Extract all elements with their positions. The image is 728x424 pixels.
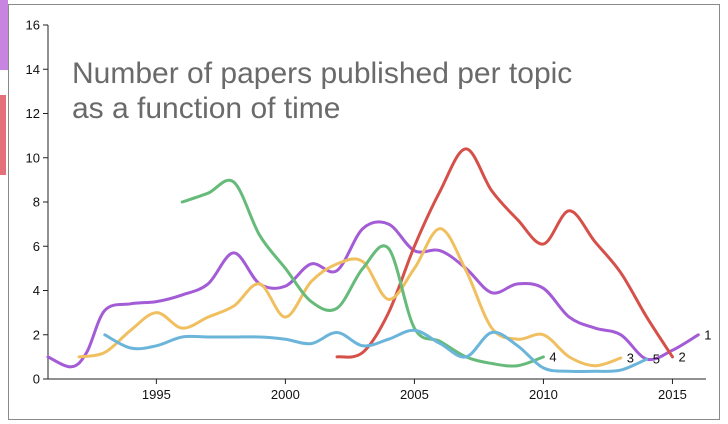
y-tick-label: 0	[33, 372, 40, 387]
series-label-2: 2	[679, 349, 686, 364]
series-label-5: 5	[653, 352, 660, 367]
y-tick-label: 4	[33, 283, 40, 298]
series-end-labels: 1 2 3 4 5	[549, 327, 711, 366]
x-axis: 1995 2000 2005 2010 2015	[48, 378, 706, 402]
decor-strip-top	[0, 0, 8, 70]
series-line-2	[335, 147, 674, 359]
y-tick-label: 16	[26, 18, 40, 33]
x-tick-label: 1995	[142, 387, 171, 402]
x-tick-label: 2010	[529, 387, 558, 402]
y-tick-label: 14	[26, 62, 40, 77]
series-label-4: 4	[549, 349, 556, 364]
y-tick-label: 10	[26, 150, 40, 165]
y-tick-label: 12	[26, 106, 40, 121]
y-tick-label: 6	[33, 239, 40, 254]
series-layer	[46, 147, 700, 374]
decor-strip-middle	[0, 95, 6, 175]
series-line-1	[46, 220, 700, 369]
series-label-3: 3	[627, 351, 634, 366]
y-tick-label: 2	[33, 327, 40, 342]
series-line-3	[77, 227, 623, 368]
series-line-4	[180, 178, 545, 368]
y-tick-label: 8	[33, 195, 40, 210]
series-label-1: 1	[704, 327, 711, 342]
x-tick-label: 2015	[658, 387, 687, 402]
chart-title: Number of papers published per topic as …	[72, 57, 573, 125]
x-tick-label: 2000	[271, 387, 300, 402]
y-axis: 0 2 4 6 8 10 12 14 16	[26, 18, 49, 387]
series-line-5	[103, 328, 649, 374]
x-tick-label: 2005	[400, 387, 429, 402]
